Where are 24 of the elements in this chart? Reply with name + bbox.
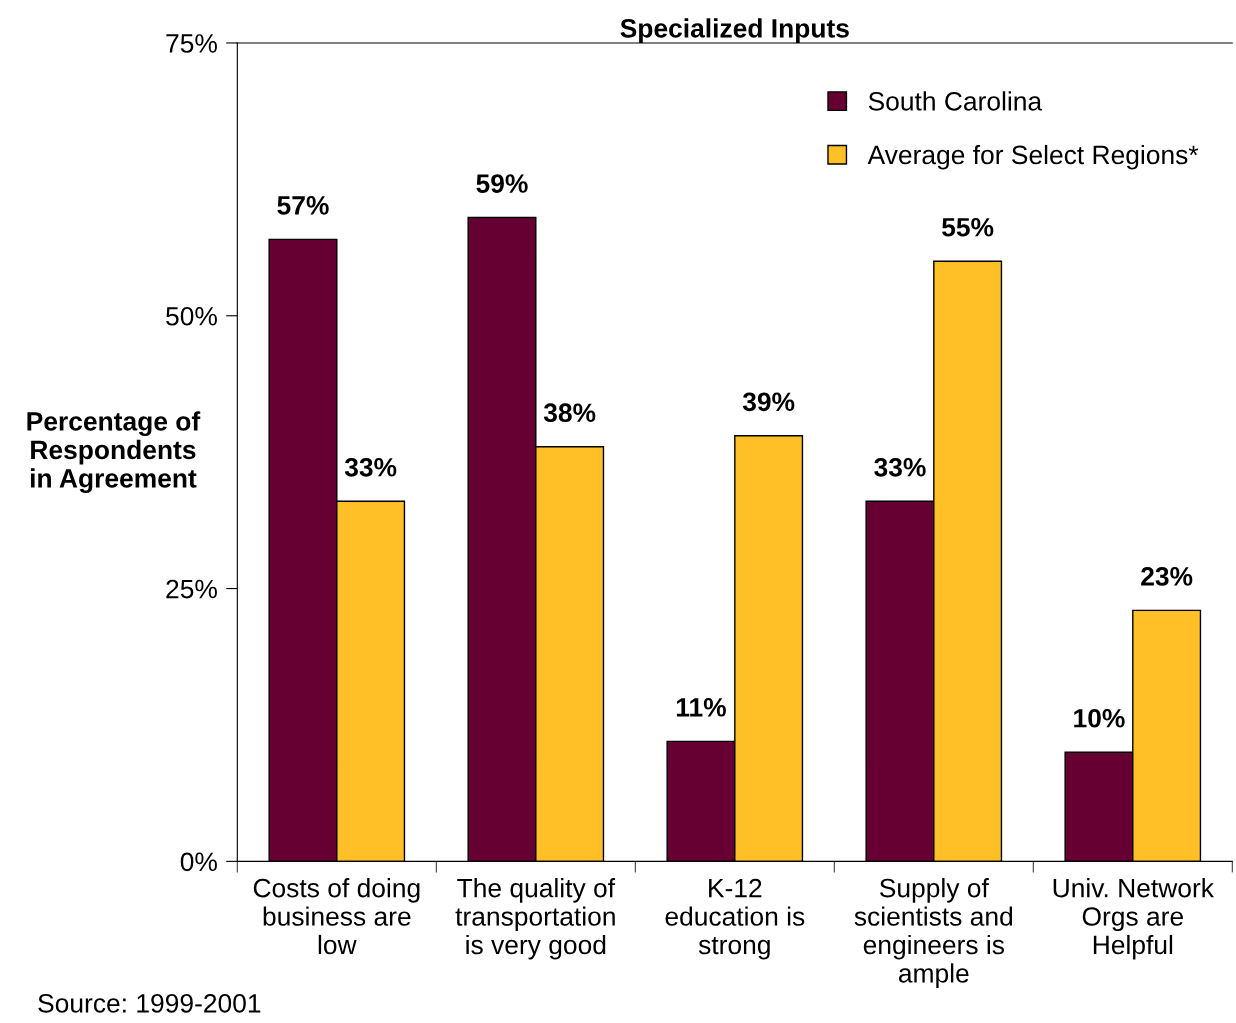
y-tick-label: 50% <box>166 306 217 326</box>
x-tick-label: The quality of transportation is very good <box>455 878 616 960</box>
source-note: Source: 1999-2001 <box>38 993 261 1013</box>
y-tick-label: 25% <box>166 579 217 599</box>
legend-label: Average for Select Regions* <box>867 144 1199 170</box>
text: 39% <box>742 392 795 412</box>
text: 57% <box>277 196 329 215</box>
text: 23% <box>1141 567 1193 586</box>
text: 38% <box>543 403 596 423</box>
x-tick-label: Costs of doing business are low <box>253 878 420 955</box>
x-tick-label: Univ. Network Orgs are Helpful <box>1053 878 1214 960</box>
text: 11% <box>676 698 726 717</box>
text: 33% <box>874 457 926 477</box>
text: 59% <box>476 174 528 193</box>
legend-label: South Carolina <box>868 91 1043 111</box>
y-tick-label: 75% <box>166 34 217 53</box>
x-tick-label: Supply of scientists and engineers is ample <box>854 878 1013 988</box>
chart-title: Specialized Inputs <box>620 18 849 43</box>
y-axis-title: Percentage of Respondents in Agreement <box>27 411 201 494</box>
y-tick-label: 0% <box>180 852 217 872</box>
text: 55% <box>942 217 994 237</box>
text: 33% <box>344 457 397 477</box>
text: 10% <box>1074 708 1125 728</box>
x-tick-label: K-12 education is strong <box>665 878 805 960</box>
